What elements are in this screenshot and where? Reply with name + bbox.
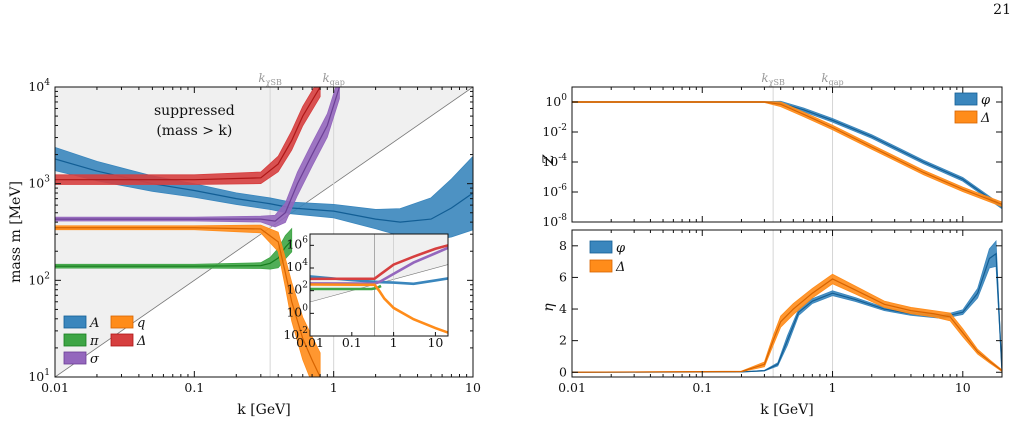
eta-legend: φΔ [589, 240, 626, 275]
eta-panel-frame [571, 229, 1003, 378]
x-tick-label: 1 [330, 380, 338, 395]
inset-frame [309, 233, 449, 337]
x-tick-label: 0.01 [558, 380, 586, 395]
eta-panel: 0.01 0.1 1 10 0 2 4 6 8 k [GeV] η φΔ [541, 229, 1003, 418]
y-axis-label: mass m [MeV] [8, 181, 24, 283]
inset-x-tick-label: 10 [427, 335, 443, 350]
band-Δ [572, 273, 1002, 373]
x-tick-label: 10 [955, 380, 971, 395]
inset-y-tick-label: 104 [286, 258, 308, 274]
legend-sigma-label: σ [90, 352, 100, 367]
legend-Delta-label: Δ [980, 111, 990, 126]
y-tick-label: 4 [559, 301, 567, 316]
scale-marker-label: kgap [323, 71, 345, 87]
legend-sigma-swatch [63, 351, 87, 365]
inset-x-tick-label: 0.01 [296, 335, 324, 350]
legend-Delta-label: Δ [136, 334, 146, 349]
y-tick-label: 8 [559, 238, 567, 253]
line-q [55, 227, 321, 377]
inset-y-tick-label: 10-2 [283, 326, 308, 342]
legend-phi-label: φ [616, 241, 626, 256]
y-tick-label: 0 [559, 364, 567, 379]
band-Δ [572, 101, 1002, 208]
legend-pi-label: π [89, 334, 99, 349]
y-tick-label: 10-2 [542, 123, 567, 139]
x-tick-label: 1 [829, 380, 837, 395]
x-axis-label: k [GeV] [237, 402, 290, 418]
x-tick-label: 0.1 [184, 380, 204, 395]
band-Δ [55, 87, 321, 185]
legend-Delta-swatch [589, 259, 613, 273]
band-φ [572, 240, 1002, 373]
line-Δ [572, 278, 1002, 373]
Z-panel: kχSB kgap 100 10-2 10-4 10-6 10-8 ZφΔ [541, 71, 1003, 229]
line-Δ [572, 101, 1002, 205]
x-tick-label: 10 [465, 380, 481, 395]
y-tick-label: 101 [28, 368, 50, 384]
legend-phi-swatch [589, 240, 613, 254]
inset-line-Δ [310, 244, 448, 281]
inset-y-tick-label: 102 [286, 281, 308, 297]
y-tick-label: 10-6 [542, 183, 567, 199]
page-number: 21 [993, 2, 1011, 18]
x-axis-label: k [GeV] [760, 402, 813, 418]
legend-phi-label: φ [981, 93, 991, 108]
band-q [55, 224, 321, 377]
y-tick-label: 104 [28, 78, 50, 94]
y-tick-label: 102 [28, 271, 50, 287]
inset-line-A [310, 275, 448, 286]
band-σ [55, 87, 340, 228]
legend-Delta-swatch [110, 333, 134, 347]
y-tick-label: 10-4 [542, 153, 567, 169]
mass-inset: 0.01 0.1 1 10 10-2 100 102 104 106 [283, 233, 449, 350]
y-tick-label: 6 [559, 269, 567, 284]
band-π [55, 227, 293, 270]
inset-x-tick-label: 0.1 [342, 335, 362, 350]
Z-legend: φΔ [954, 92, 991, 126]
y-axis-label: Z [541, 154, 557, 165]
legend-A-swatch [63, 315, 87, 329]
legend-Delta-label: Δ [615, 260, 625, 275]
inset-y-tick-label: 100 [286, 303, 308, 319]
line-π [55, 239, 293, 267]
inset-y-tick-label: 106 [286, 235, 308, 251]
mass-panel-frame [54, 86, 474, 378]
y-tick-label: 2 [559, 333, 567, 348]
mass-inset-plot-area [310, 234, 448, 336]
inset-line-q [310, 283, 448, 334]
legend-q-label: q [137, 316, 145, 331]
legend-A-label: A [89, 316, 99, 331]
inset-x-tick-label: 1 [390, 335, 398, 350]
legend-pi-swatch [63, 333, 87, 347]
band-A [55, 146, 473, 241]
scale-marker-label: kχSB [258, 71, 282, 87]
x-tick-label: 0.1 [692, 380, 712, 395]
line-φ [572, 101, 1002, 208]
Z-panel-frame [571, 86, 1003, 223]
line-φ [572, 252, 1002, 373]
suppressed-annotation-sub: (mass > k) [156, 123, 232, 139]
mass-legend: Aπσ qΔ [63, 315, 146, 367]
line-σ [55, 87, 341, 222]
legend-q-swatch [110, 315, 134, 329]
line-Δ [55, 87, 321, 181]
scale-marker-label: kχSB [761, 71, 785, 87]
suppressed-annotation: suppressed [154, 103, 235, 119]
y-tick-label: 10-8 [542, 213, 567, 229]
Z-panel-plot-area [572, 87, 1002, 222]
y-axis-label: η [541, 303, 557, 312]
mass-panel-plot-area [55, 87, 473, 377]
y-tick-label: 103 [28, 175, 50, 191]
legend-phi-swatch [954, 92, 978, 106]
band-φ [572, 100, 1002, 210]
scale-marker-label: kgap [821, 71, 843, 87]
legend-Delta-swatch [954, 110, 978, 124]
y-tick-label: 100 [545, 93, 567, 109]
x-tick-label: 0.01 [41, 380, 69, 395]
eta-panel-plot-area [572, 230, 1002, 377]
inset-line-π [310, 284, 382, 291]
